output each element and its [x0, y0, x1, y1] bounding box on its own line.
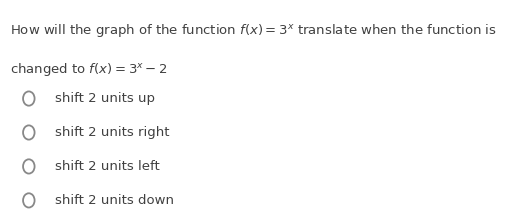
- Text: shift 2 units left: shift 2 units left: [55, 160, 160, 173]
- Text: shift 2 units up: shift 2 units up: [55, 92, 155, 105]
- Text: shift 2 units right: shift 2 units right: [55, 126, 170, 139]
- Text: changed to $f(x) = 3^x - 2$: changed to $f(x) = 3^x - 2$: [10, 61, 168, 78]
- Text: How will the graph of the function $f(x) = 3^x$ translate when the function is: How will the graph of the function $f(x)…: [10, 22, 497, 39]
- Text: shift 2 units down: shift 2 units down: [55, 194, 174, 207]
